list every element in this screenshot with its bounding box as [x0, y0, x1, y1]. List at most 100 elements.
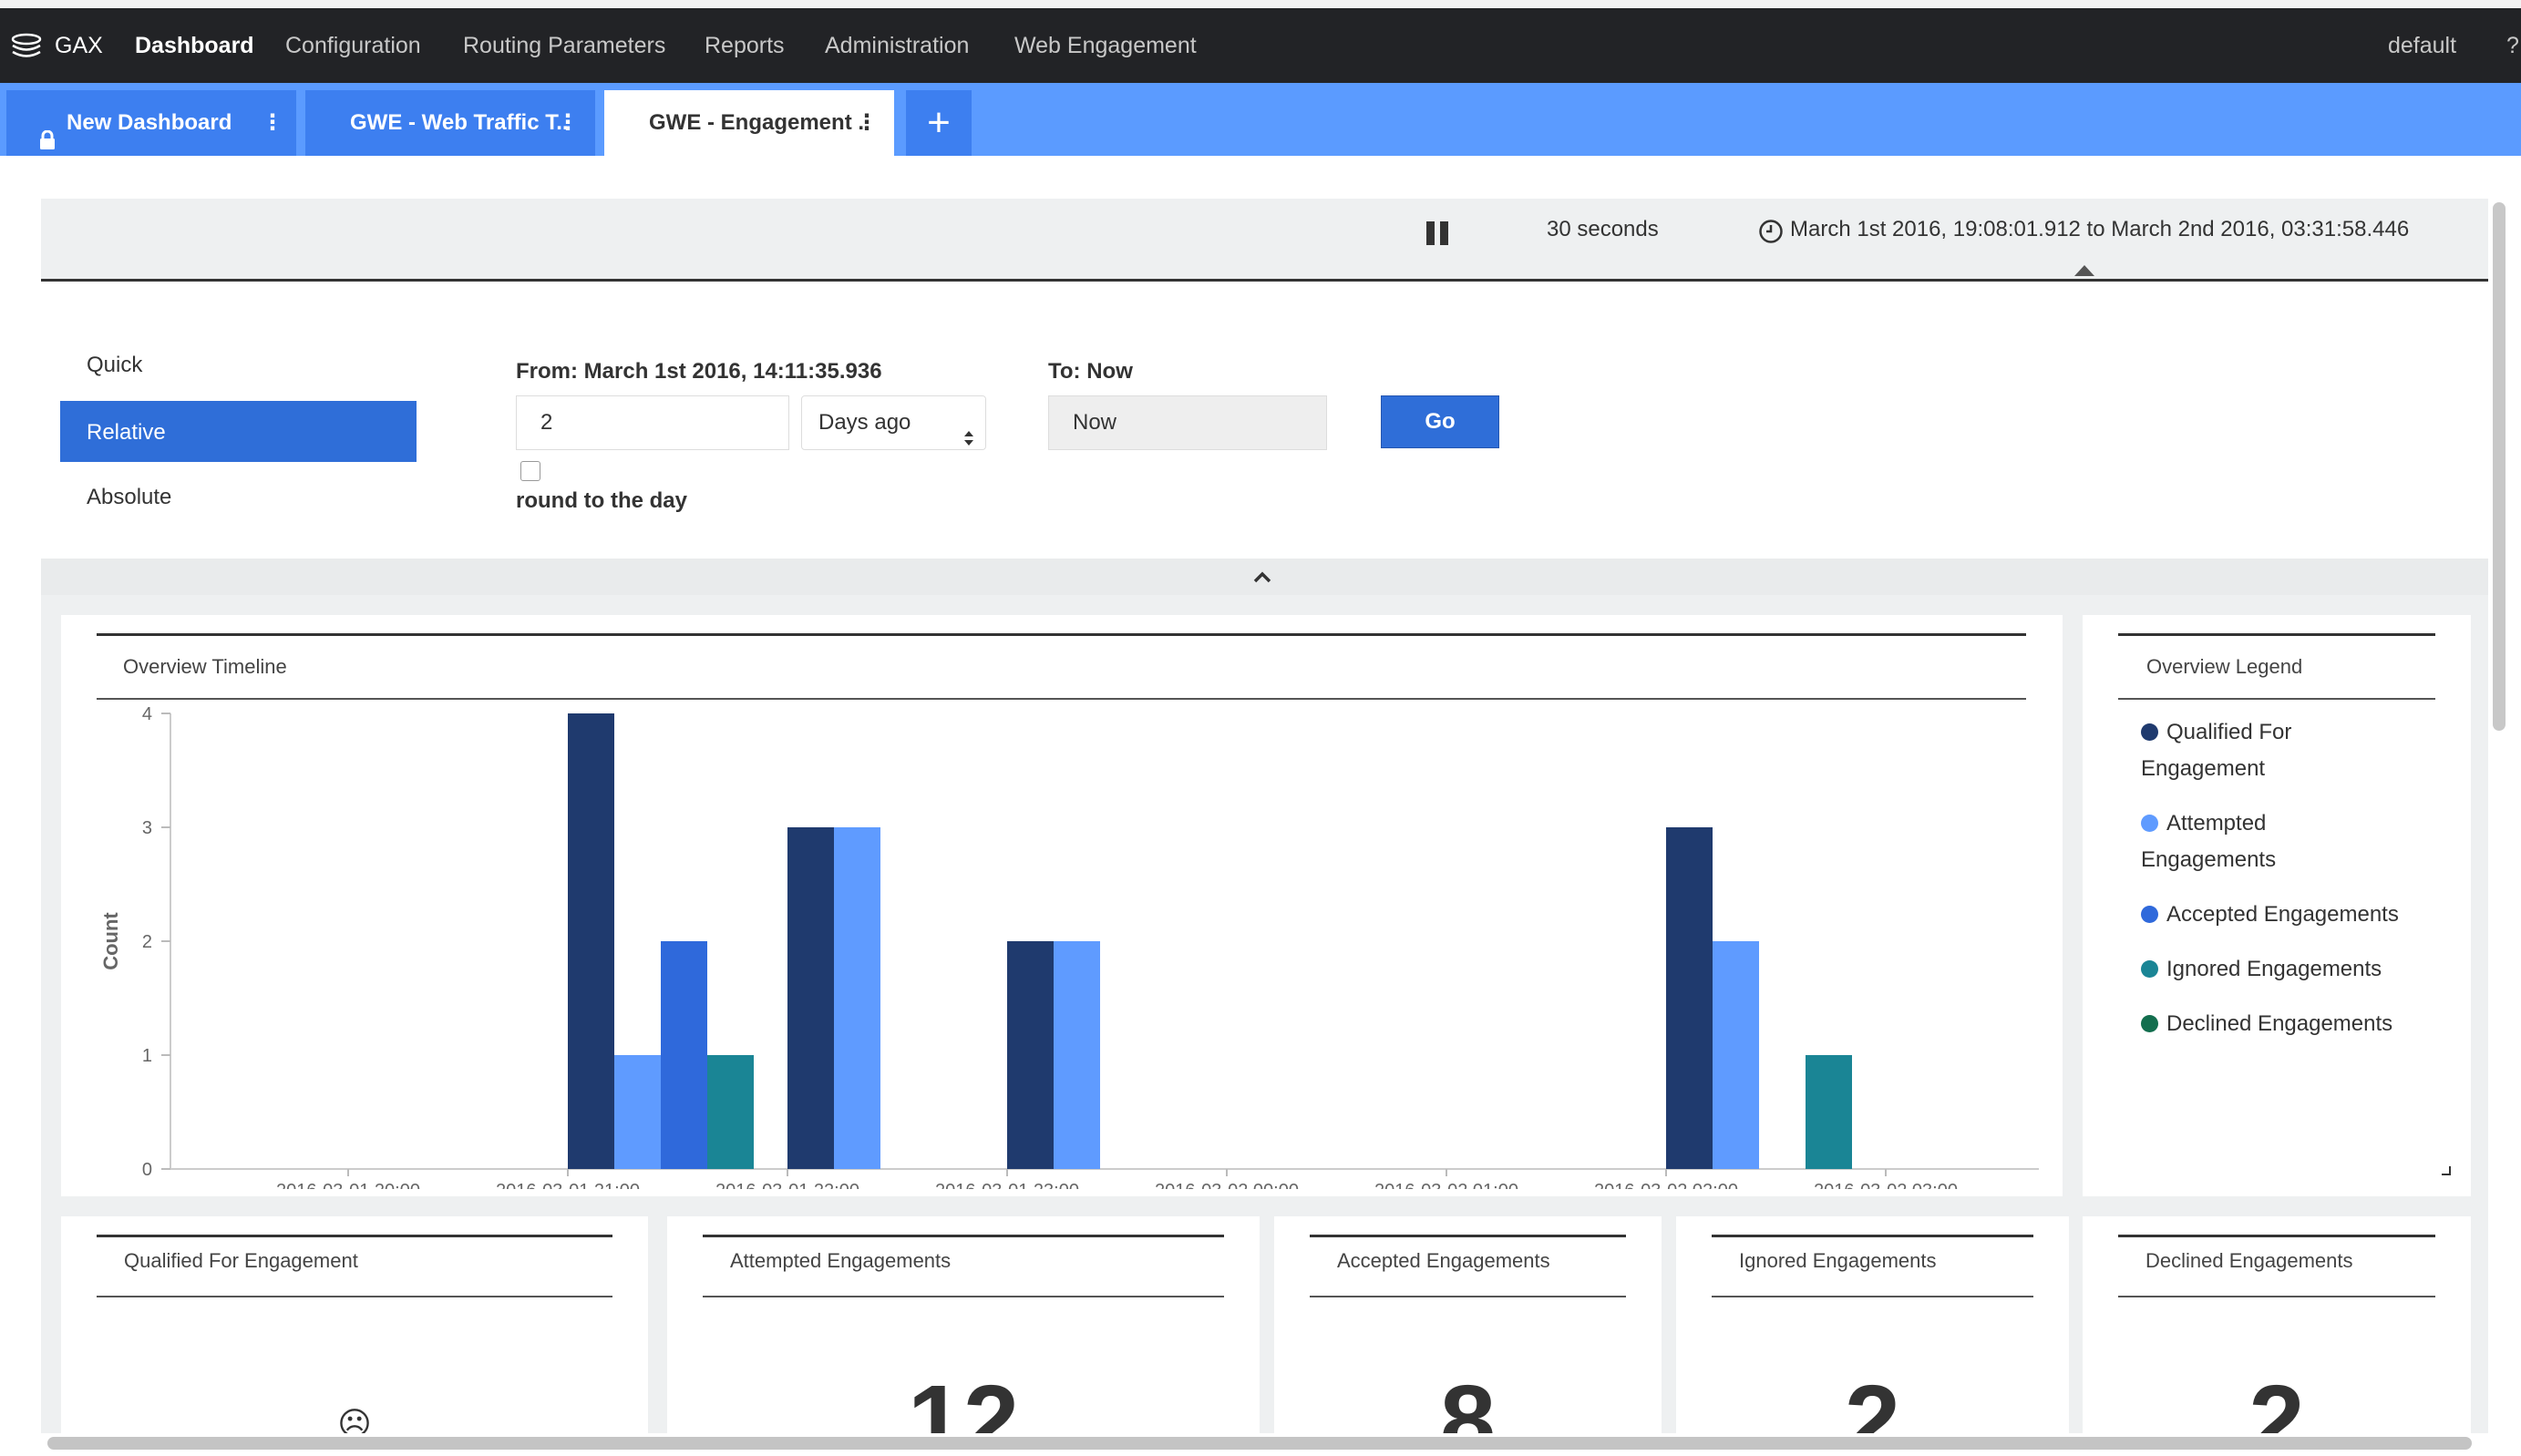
legend-item[interactable]: Ignored Engagements: [2141, 951, 2382, 988]
x-tick-label: 2016-03-01 21:00: [496, 1181, 640, 1189]
chart-bar: [1054, 941, 1100, 1169]
chart-bar: [568, 713, 614, 1169]
y-tick-label: 2: [142, 932, 152, 952]
mode-relative[interactable]: Relative: [60, 401, 417, 462]
user-menu[interactable]: default: [2388, 33, 2457, 58]
clock-icon: [1758, 219, 1784, 244]
legend-item-label: Engagements: [2141, 847, 2277, 872]
refresh-interval[interactable]: 30 seconds: [1547, 217, 1659, 241]
sad-face-icon: ☹: [337, 1405, 372, 1434]
time-picker-panel: Quick Relative Absolute From: March 1st …: [41, 282, 2488, 559]
panel-top-rule: [703, 1235, 1224, 1237]
chart-bar: [834, 827, 880, 1169]
legend-item[interactable]: Declined Engagements: [2141, 1006, 2392, 1042]
lock-icon: [39, 111, 56, 149]
help-icon[interactable]: ?: [2506, 33, 2519, 58]
overview-timeline-panel: Overview Timeline 0 1 2 3 4 2016-03-01 20:00 2…: [61, 615, 2063, 1196]
nav-configuration[interactable]: Configuration: [285, 33, 421, 58]
tab-menu-icon[interactable]: ⋮: [856, 110, 878, 135]
nav-routing-parameters[interactable]: Routing Parameters: [463, 33, 666, 58]
legend-item-label: Accepted Engagements: [2141, 897, 2399, 933]
tab-label: GWE - Web Traffic T..: [350, 110, 569, 135]
caret-up-icon: [2074, 265, 2094, 276]
nav-dashboard[interactable]: Dashboard: [135, 33, 254, 58]
panel-header-rule: [703, 1296, 1224, 1297]
from-value-input[interactable]: 2: [516, 395, 789, 450]
horizontal-scrollbar[interactable]: [47, 1437, 2472, 1450]
collapse-bar[interactable]: [41, 559, 2488, 595]
select-arrows-icon: [963, 415, 974, 446]
tab-label: New Dashboard: [67, 110, 232, 135]
legend-item[interactable]: Qualified For Engagement: [2141, 714, 2291, 787]
legend-swatch: [2141, 960, 2158, 978]
metric-panel: Attempted Engagements 12: [667, 1216, 1260, 1433]
x-tick-label: 2016-03-01 22:00: [715, 1181, 859, 1189]
panel-top-rule: [1712, 1235, 2033, 1237]
metric-panel: Accepted Engagements 8: [1274, 1216, 1662, 1433]
round-to-day-checkbox[interactable]: [520, 461, 540, 481]
panel-top-rule: [2118, 633, 2435, 636]
mode-quick[interactable]: Quick: [87, 353, 143, 377]
tab-menu-icon[interactable]: ⋮: [262, 110, 283, 135]
chart-bar: [1806, 1055, 1852, 1169]
metric-value: 2: [1844, 1365, 1901, 1434]
metric-value: 8: [1439, 1365, 1497, 1434]
legend-item-label: Ignored Engagements: [2141, 951, 2382, 988]
tab-new-dashboard[interactable]: New Dashboard ⋮: [6, 90, 296, 156]
panel-header-rule: [1310, 1296, 1626, 1297]
from-unit-select[interactable]: Days ago: [801, 395, 986, 450]
y-tick-label: 4: [142, 706, 152, 724]
tab-gwe-web-traffic[interactable]: GWE - Web Traffic T.. ⋮: [305, 90, 595, 156]
stack-logo-icon[interactable]: [11, 33, 42, 60]
nav-web-engagement[interactable]: Web Engagement: [1014, 33, 1197, 58]
legend-item-label: Engagement: [2141, 756, 2266, 781]
metric-title: Qualified For Engagement: [124, 1249, 358, 1272]
metric-title: Accepted Engagements: [1337, 1249, 1550, 1272]
metric-panel: Ignored Engagements 2: [1676, 1216, 2069, 1433]
to-label: To: Now: [1048, 359, 1133, 384]
chart-bar: [1007, 941, 1054, 1169]
nav-reports[interactable]: Reports: [705, 33, 785, 58]
panel-header-rule: [97, 1296, 612, 1297]
legend-swatch: [2141, 815, 2158, 832]
panel-top-rule: [97, 633, 2026, 636]
round-to-day-label: round to the day: [516, 488, 687, 513]
time-range-display[interactable]: March 1st 2016, 19:08:01.912 to March 2n…: [1790, 217, 2410, 241]
mode-absolute[interactable]: Absolute: [87, 485, 172, 509]
pause-icon[interactable]: [1424, 220, 1451, 247]
panel-top-rule: [97, 1235, 612, 1237]
panel-top-rule: [1310, 1235, 1626, 1237]
add-tab-button[interactable]: +: [906, 90, 972, 156]
tab-gwe-engagement[interactable]: GWE - Engagement .. ⋮: [604, 90, 894, 156]
legend-item-label: Declined Engagements: [2141, 1006, 2392, 1042]
metric-value: 2: [2248, 1365, 2305, 1434]
from-label: From: March 1st 2016, 14:11:35.936: [516, 359, 882, 384]
legend-swatch: [2141, 1015, 2158, 1032]
panel-header-rule: [2118, 698, 2435, 700]
y-tick-label: 0: [142, 1160, 152, 1180]
resize-handle-icon[interactable]: [2442, 1166, 2451, 1175]
metric-panel: Qualified For Engagement ☹: [61, 1216, 648, 1433]
to-value-input[interactable]: Now: [1048, 395, 1327, 450]
go-button[interactable]: Go: [1381, 395, 1499, 448]
chart-bar: [661, 941, 707, 1169]
chart-bar: [707, 1055, 754, 1169]
metric-title: Attempted Engagements: [730, 1249, 952, 1272]
legend-item[interactable]: Accepted Engagements: [2141, 897, 2399, 933]
from-unit-value: Days ago: [818, 410, 911, 435]
chevron-up-icon[interactable]: [1252, 570, 1272, 583]
x-tick-label: 2016-03-02 01:00: [1374, 1181, 1518, 1189]
vertical-scrollbar[interactable]: [2493, 202, 2506, 731]
y-axis-label: Count: [99, 912, 122, 970]
legend-item[interactable]: Attempted Engagements: [2141, 805, 2276, 878]
metric-panel: Declined Engagements 2: [2083, 1216, 2471, 1433]
tab-menu-icon[interactable]: ⋮: [557, 110, 579, 135]
overview-timeline-chart: 0 1 2 3 4 2016-03-01 20:00 2016-03-01 21:00 201…: [99, 706, 2039, 1189]
nav-administration[interactable]: Administration: [825, 33, 970, 58]
app-logo-text[interactable]: GAX: [55, 33, 103, 58]
dashboard-panels: Overview Timeline 012342016-03-01 20:002…: [41, 595, 2488, 1433]
top-strip: [0, 0, 2521, 8]
y-tick-label: 1: [142, 1046, 152, 1066]
chart-bar: [1666, 827, 1713, 1169]
x-tick-label: 2016-03-02 03:00: [1814, 1181, 1958, 1189]
